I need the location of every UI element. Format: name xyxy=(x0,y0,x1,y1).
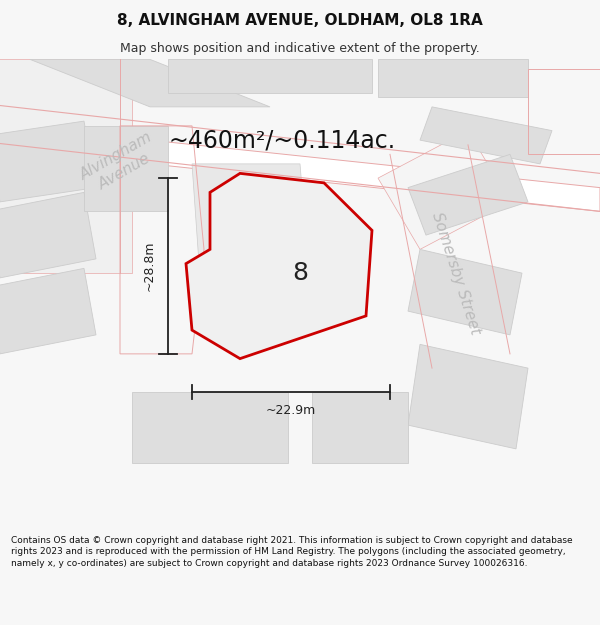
Text: Map shows position and indicative extent of the property.: Map shows position and indicative extent… xyxy=(120,41,480,54)
Text: ~460m²/~0.114ac.: ~460m²/~0.114ac. xyxy=(169,128,395,152)
Polygon shape xyxy=(0,59,132,273)
Text: Somersby Street: Somersby Street xyxy=(429,210,483,336)
Polygon shape xyxy=(132,392,288,463)
Polygon shape xyxy=(420,107,552,164)
Polygon shape xyxy=(30,59,270,107)
Polygon shape xyxy=(168,59,372,92)
Polygon shape xyxy=(312,392,408,463)
Polygon shape xyxy=(378,59,528,98)
Text: 8: 8 xyxy=(292,261,308,285)
Polygon shape xyxy=(0,121,96,202)
Text: Alvingham
Avenue: Alvingham Avenue xyxy=(77,129,163,198)
Text: Contains OS data © Crown copyright and database right 2021. This information is : Contains OS data © Crown copyright and d… xyxy=(11,536,572,568)
Polygon shape xyxy=(408,154,528,235)
Text: 8, ALVINGHAM AVENUE, OLDHAM, OL8 1RA: 8, ALVINGHAM AVENUE, OLDHAM, OL8 1RA xyxy=(117,13,483,28)
Polygon shape xyxy=(84,126,168,211)
Polygon shape xyxy=(408,344,528,449)
Polygon shape xyxy=(192,164,312,335)
Polygon shape xyxy=(0,268,96,354)
Text: ~28.8m: ~28.8m xyxy=(143,241,156,291)
Polygon shape xyxy=(0,121,600,211)
Polygon shape xyxy=(0,192,96,278)
Text: ~22.9m: ~22.9m xyxy=(266,404,316,417)
Polygon shape xyxy=(186,173,372,359)
Polygon shape xyxy=(378,131,510,249)
Polygon shape xyxy=(408,249,522,335)
